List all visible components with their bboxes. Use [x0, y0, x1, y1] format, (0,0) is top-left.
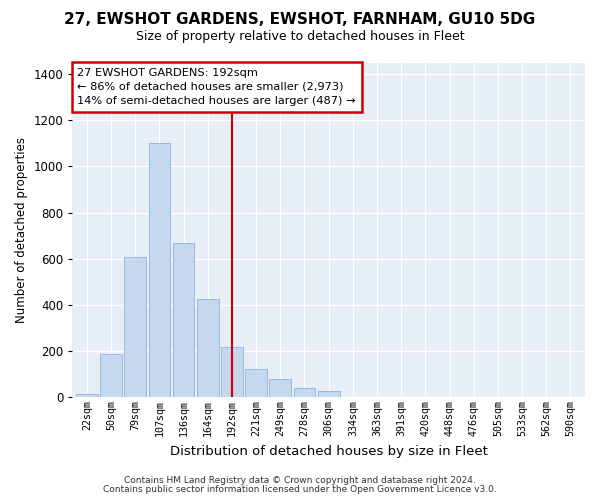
Bar: [124, 256, 146, 398]
Bar: [197, 299, 218, 398]
X-axis label: Distribution of detached houses by size in Fleet: Distribution of detached houses by size …: [170, 444, 488, 458]
Text: Contains public sector information licensed under the Open Government Licence v3: Contains public sector information licen…: [103, 485, 497, 494]
Bar: [269, 379, 291, 398]
Bar: [100, 354, 122, 398]
Bar: [76, 394, 98, 398]
Bar: [293, 388, 316, 398]
Bar: [245, 368, 267, 398]
Bar: [149, 144, 170, 398]
Text: 27, EWSHOT GARDENS, EWSHOT, FARNHAM, GU10 5DG: 27, EWSHOT GARDENS, EWSHOT, FARNHAM, GU1…: [64, 12, 536, 28]
Bar: [318, 391, 340, 398]
Bar: [173, 242, 194, 398]
Y-axis label: Number of detached properties: Number of detached properties: [15, 137, 28, 323]
Text: Size of property relative to detached houses in Fleet: Size of property relative to detached ho…: [136, 30, 464, 43]
Bar: [221, 346, 243, 398]
Text: 27 EWSHOT GARDENS: 192sqm
← 86% of detached houses are smaller (2,973)
14% of se: 27 EWSHOT GARDENS: 192sqm ← 86% of detac…: [77, 68, 356, 106]
Text: Contains HM Land Registry data © Crown copyright and database right 2024.: Contains HM Land Registry data © Crown c…: [124, 476, 476, 485]
